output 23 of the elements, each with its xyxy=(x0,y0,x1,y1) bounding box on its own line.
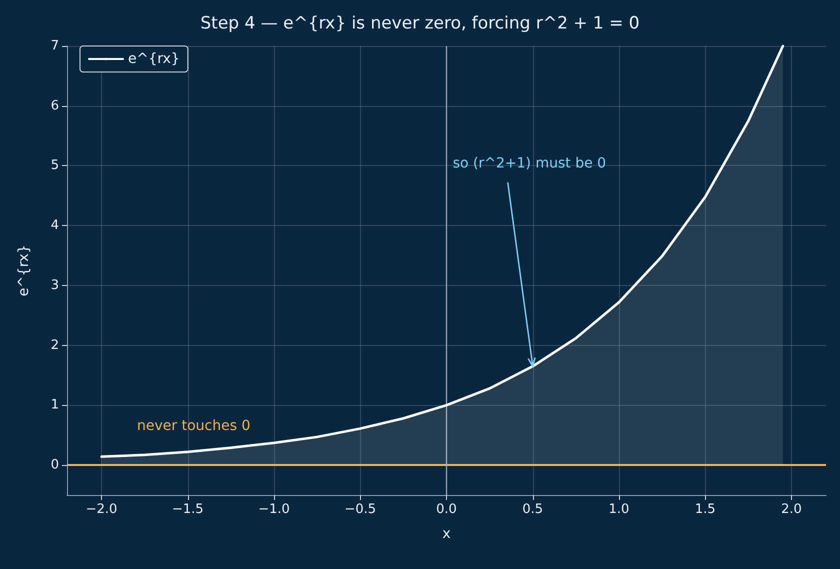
y-tick-label: 3 xyxy=(50,278,59,293)
annotation: never touches 0 xyxy=(137,418,250,434)
x-tick-label: 1.0 xyxy=(608,502,630,517)
y-tick-label: 1 xyxy=(50,398,59,413)
y-tick-label: 6 xyxy=(50,98,59,114)
y-tick-label: 5 xyxy=(50,158,59,174)
x-tick-label: 0.0 xyxy=(436,502,457,517)
y-tick-label: 2 xyxy=(50,338,59,353)
x-tick-label: 2.0 xyxy=(781,502,802,517)
y-axis-title: e^{rx} xyxy=(16,244,32,296)
x-tick-label: −1.0 xyxy=(258,502,290,517)
y-tick-label: 4 xyxy=(50,218,59,234)
legend-label: e^{rx} xyxy=(128,51,180,67)
x-tick-label: 0.5 xyxy=(522,502,544,517)
chart-title: Step 4 — e^{rx} is never zero, forcing r^2 + 1 = 0 xyxy=(200,14,640,34)
x-tick-label: −1.5 xyxy=(172,502,204,517)
x-tick-label: −0.5 xyxy=(344,502,376,517)
annotation: so (r^2+1) must be 0 xyxy=(452,155,606,172)
x-tick-label: 1.5 xyxy=(694,502,716,517)
y-tick-label: 7 xyxy=(50,38,59,54)
x-axis-title: x xyxy=(442,526,451,542)
x-tick-label: −2.0 xyxy=(86,502,118,517)
y-tick-label: 0 xyxy=(50,458,59,473)
